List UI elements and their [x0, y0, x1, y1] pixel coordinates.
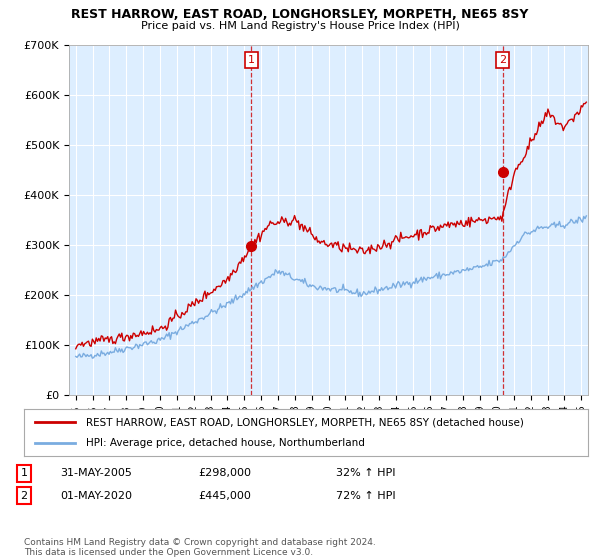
Text: Price paid vs. HM Land Registry's House Price Index (HPI): Price paid vs. HM Land Registry's House …: [140, 21, 460, 31]
Text: 2: 2: [499, 55, 506, 65]
Text: 2: 2: [20, 491, 28, 501]
Text: 32% ↑ HPI: 32% ↑ HPI: [336, 468, 395, 478]
Text: 01-MAY-2020: 01-MAY-2020: [60, 491, 132, 501]
Text: 31-MAY-2005: 31-MAY-2005: [60, 468, 132, 478]
Text: 72% ↑ HPI: 72% ↑ HPI: [336, 491, 395, 501]
Text: HPI: Average price, detached house, Northumberland: HPI: Average price, detached house, Nort…: [86, 438, 365, 448]
Text: 1: 1: [20, 468, 28, 478]
Text: Contains HM Land Registry data © Crown copyright and database right 2024.
This d: Contains HM Land Registry data © Crown c…: [24, 538, 376, 557]
Text: £445,000: £445,000: [198, 491, 251, 501]
Text: £298,000: £298,000: [198, 468, 251, 478]
Text: REST HARROW, EAST ROAD, LONGHORSLEY, MORPETH, NE65 8SY (detached house): REST HARROW, EAST ROAD, LONGHORSLEY, MOR…: [86, 417, 524, 427]
Text: REST HARROW, EAST ROAD, LONGHORSLEY, MORPETH, NE65 8SY: REST HARROW, EAST ROAD, LONGHORSLEY, MOR…: [71, 8, 529, 21]
Text: 1: 1: [248, 55, 255, 65]
